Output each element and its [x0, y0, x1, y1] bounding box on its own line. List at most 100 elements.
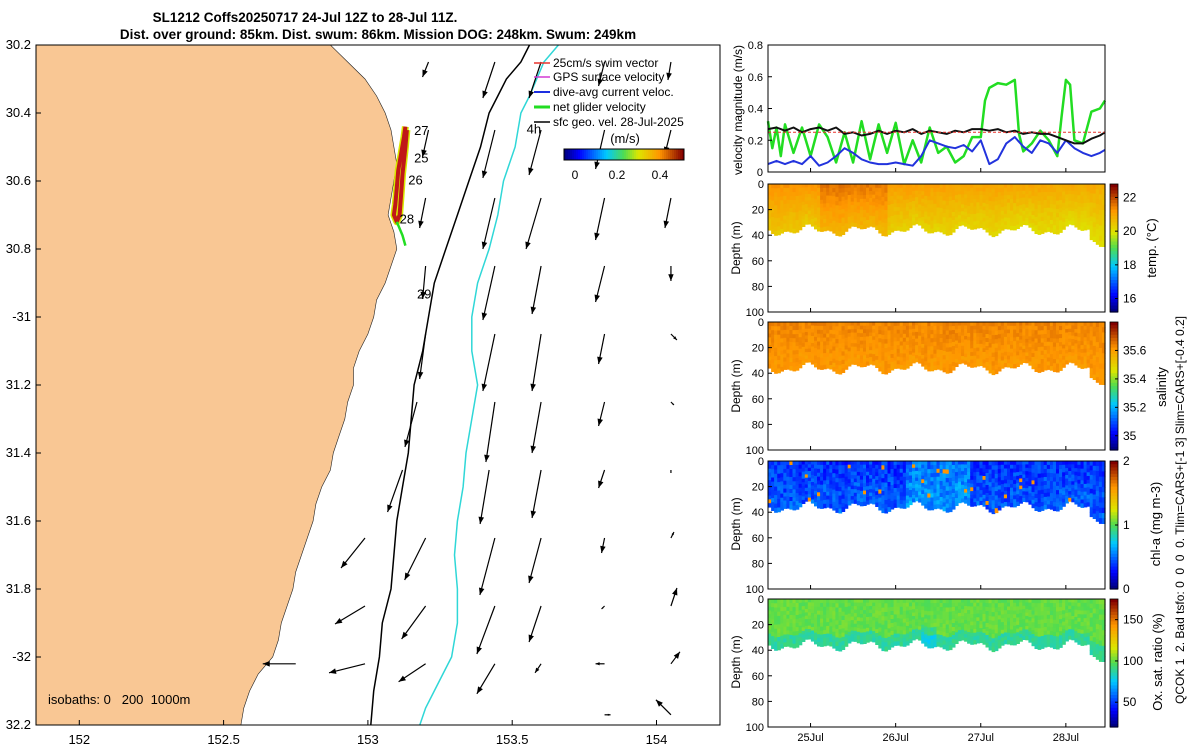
profile-cell — [1003, 213, 1008, 219]
profile-cell — [872, 191, 876, 196]
profile-cell — [1068, 491, 1072, 495]
profile-cell — [817, 357, 821, 362]
profile-cell — [829, 618, 833, 623]
profile-cell — [850, 215, 855, 220]
profile-cell — [948, 473, 953, 479]
profile-cell — [902, 345, 907, 351]
profile-cell — [817, 630, 821, 635]
profile-cell — [954, 344, 959, 349]
profile-cell — [979, 191, 984, 196]
profile-cell — [863, 351, 867, 356]
profile-cell — [866, 631, 870, 636]
profile-cell — [964, 215, 968, 220]
profile-cell — [930, 196, 935, 201]
profile-cell — [1062, 472, 1066, 477]
profile-cell — [804, 325, 809, 330]
profile-cell — [1000, 348, 1005, 354]
profile-cell — [1010, 195, 1014, 200]
profile-cell — [792, 485, 797, 491]
profile-cell — [915, 322, 919, 326]
profile-cell — [1028, 329, 1033, 334]
profile-cell — [951, 461, 956, 466]
profile-cell — [896, 191, 901, 197]
profile-cell — [973, 468, 977, 473]
profile-cell — [1043, 322, 1048, 327]
profile-cell — [850, 322, 855, 327]
profile-cell — [1010, 348, 1014, 354]
profile-cell — [856, 628, 861, 633]
profile-cell — [924, 227, 928, 232]
profile-cell — [951, 497, 956, 502]
profile-cell — [939, 504, 944, 510]
profile-cell — [918, 218, 922, 223]
profile-cell — [912, 345, 916, 350]
profile-cell — [924, 480, 928, 486]
profile-cell — [942, 204, 947, 210]
profile-cell — [988, 209, 993, 215]
profile-cell — [850, 613, 855, 618]
profile-cell — [771, 326, 775, 331]
profile-cell — [792, 338, 797, 343]
profile-cell — [988, 356, 993, 361]
profile-cell — [942, 506, 947, 512]
map-y-tick-label: 30.6 — [6, 173, 31, 188]
profile-cell — [1000, 352, 1005, 358]
profile-cell — [804, 615, 809, 620]
profile-cell — [823, 184, 827, 189]
profile-colorbar-segment — [1110, 276, 1118, 281]
profile-cell — [1037, 326, 1042, 331]
profile-cell — [768, 641, 772, 646]
profile-cell — [1065, 336, 1069, 341]
profile-cell — [899, 199, 904, 205]
profile-cell — [893, 322, 898, 327]
profile-cell — [875, 495, 879, 500]
profile-cell — [777, 499, 781, 504]
profile-cell — [887, 624, 892, 629]
profile-cell — [1052, 346, 1057, 352]
profile-cell — [783, 504, 787, 509]
profile-cell — [786, 472, 791, 478]
profile-cell — [884, 504, 889, 510]
profile-cell — [771, 204, 775, 210]
profile-cell — [1028, 340, 1033, 345]
geo-velocity-arrow-head — [421, 149, 427, 157]
profile-cell — [942, 359, 947, 364]
profile-cell — [872, 208, 876, 214]
profile-cell — [1083, 199, 1088, 204]
profile-cell — [921, 340, 925, 345]
profile-cell — [1062, 340, 1066, 346]
profile-cell — [780, 354, 784, 360]
profile-cell — [1089, 474, 1094, 481]
profile-cell — [820, 349, 824, 355]
profile-cell — [1031, 337, 1036, 342]
profile-cell — [829, 484, 833, 489]
geo-velocity-arrow — [655, 699, 672, 716]
profile-cell — [1034, 184, 1039, 189]
profile-cell — [789, 639, 794, 644]
profile-cell — [1101, 215, 1106, 221]
profile-cell — [908, 340, 913, 345]
profile-cell — [1089, 488, 1094, 494]
profile-cell — [1046, 199, 1051, 205]
profile-cell — [807, 335, 812, 340]
profile-cell — [930, 228, 935, 234]
profile-cell — [890, 627, 895, 632]
profile-cell — [1010, 225, 1014, 231]
profile-cell — [881, 352, 886, 357]
profile-cell — [847, 224, 852, 229]
profile-cell — [789, 493, 794, 498]
profile-cell — [881, 603, 886, 609]
profile-cell — [869, 208, 873, 213]
profile-cell — [973, 487, 977, 492]
profile-cell — [1040, 221, 1045, 226]
profile-cell — [875, 610, 879, 615]
profile-cell — [807, 204, 812, 208]
profile-cell — [820, 191, 824, 197]
profile-cell — [856, 471, 861, 477]
profile-cell — [795, 461, 800, 466]
profile-cell — [1019, 222, 1023, 227]
profile-cell — [801, 353, 806, 358]
profile-cell — [945, 201, 950, 206]
geo-velocity-arrow-shaft — [525, 197, 542, 250]
profile-cell — [1025, 214, 1029, 219]
